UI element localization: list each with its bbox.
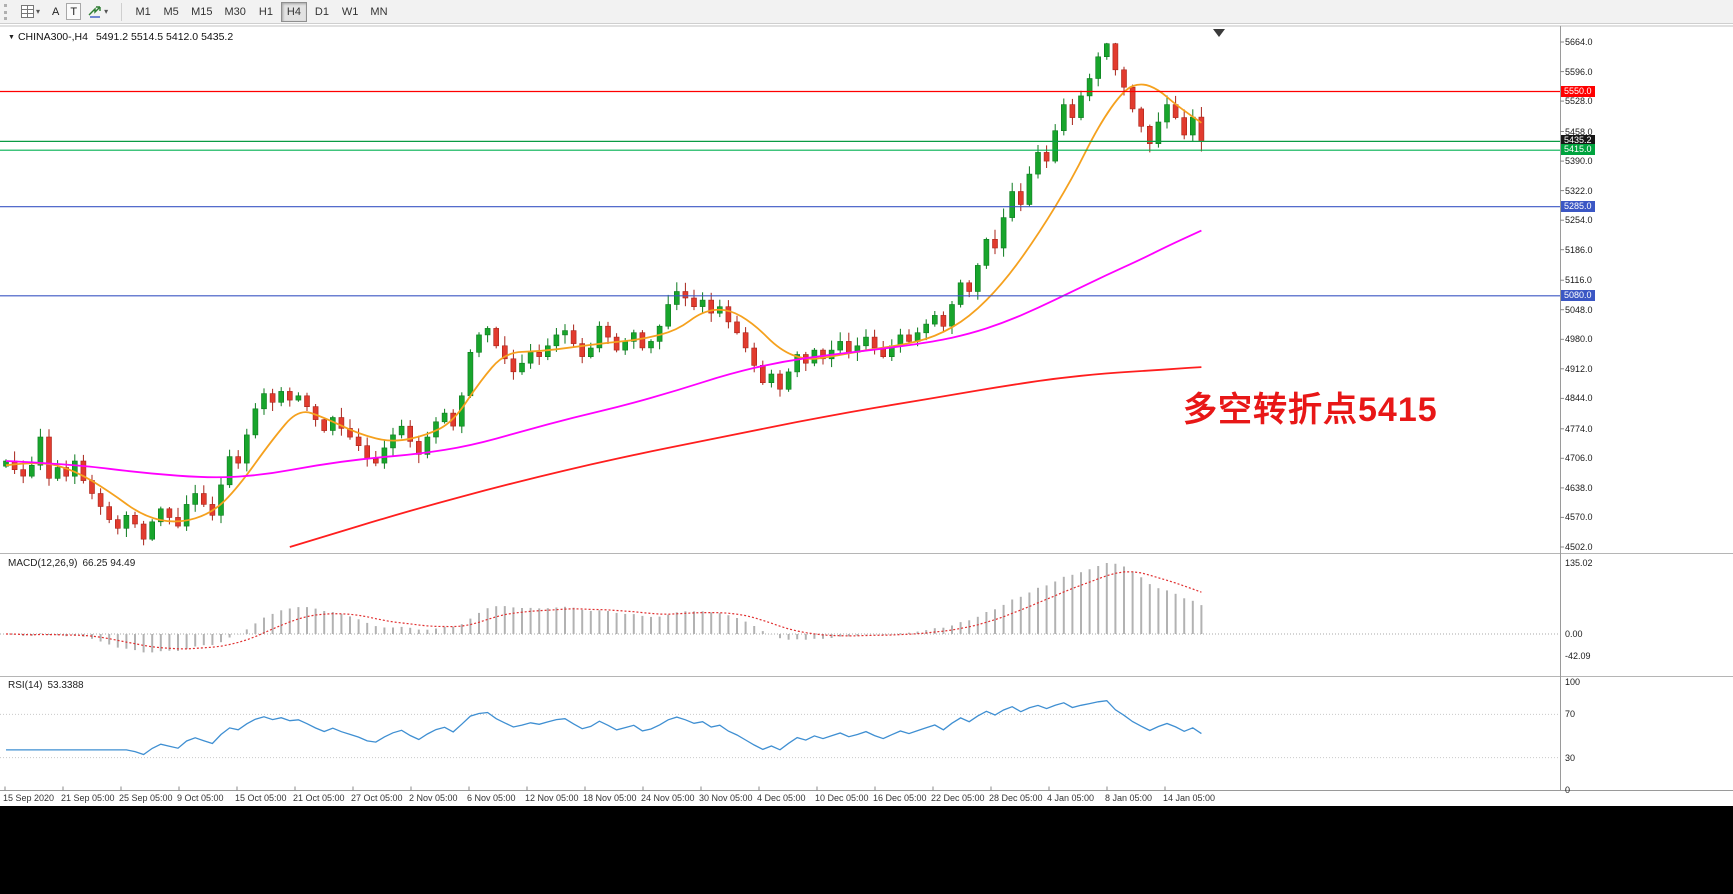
timeframe-m30-button[interactable]: M30 <box>220 2 251 22</box>
MA-medium-line <box>5 229 1202 479</box>
charts-grid-button[interactable]: ▾ <box>16 2 45 22</box>
level-lines[interactable] <box>0 90 1560 297</box>
timeframe-h1-button[interactable]: H1 <box>253 2 279 22</box>
timeframe-m15-button[interactable]: M15 <box>186 2 217 22</box>
bottom-strip <box>0 806 1733 894</box>
price-axis-hotspot[interactable] <box>1560 26 1733 790</box>
chevron-down-icon: ▾ <box>104 7 109 16</box>
timeframe-mn-button[interactable]: MN <box>365 2 392 22</box>
timeframe-d1-button[interactable]: D1 <box>309 2 335 22</box>
MA-slow-line <box>289 366 1202 548</box>
arrows-tool-button[interactable]: ▾ <box>83 2 113 22</box>
letter-a-button[interactable]: A <box>47 2 64 22</box>
chevron-down-icon: ▾ <box>36 7 41 16</box>
grid-icon <box>21 5 34 18</box>
rsi-line <box>6 700 1202 756</box>
timeframe-m5-button[interactable]: M5 <box>158 2 184 22</box>
toolbar-separator <box>121 2 123 21</box>
macd-signal-line <box>5 571 1202 650</box>
time-axis-hotspot[interactable] <box>0 790 1560 806</box>
axes <box>0 25 1733 791</box>
toolbar-grip[interactable] <box>4 3 10 20</box>
macd-panel <box>0 563 1560 653</box>
timeframe-h4-button[interactable]: H4 <box>280 1 307 22</box>
rsi-panel <box>0 700 1560 759</box>
timeframe-m1-button[interactable]: M1 <box>130 2 156 22</box>
toolbar: ▾ A T ▾ M1 M5 M15 M30 H1 H4 D1 W1 MN <box>0 0 1733 24</box>
text-tool-button[interactable]: T <box>66 3 82 20</box>
ma-lines <box>5 83 1202 548</box>
candles-layer <box>3 42 1205 546</box>
chart-shift-marker[interactable] <box>1213 29 1225 37</box>
MA-fast-line <box>5 83 1202 523</box>
timeframe-w1-button[interactable]: W1 <box>337 2 364 22</box>
arrows-icon <box>88 6 101 18</box>
